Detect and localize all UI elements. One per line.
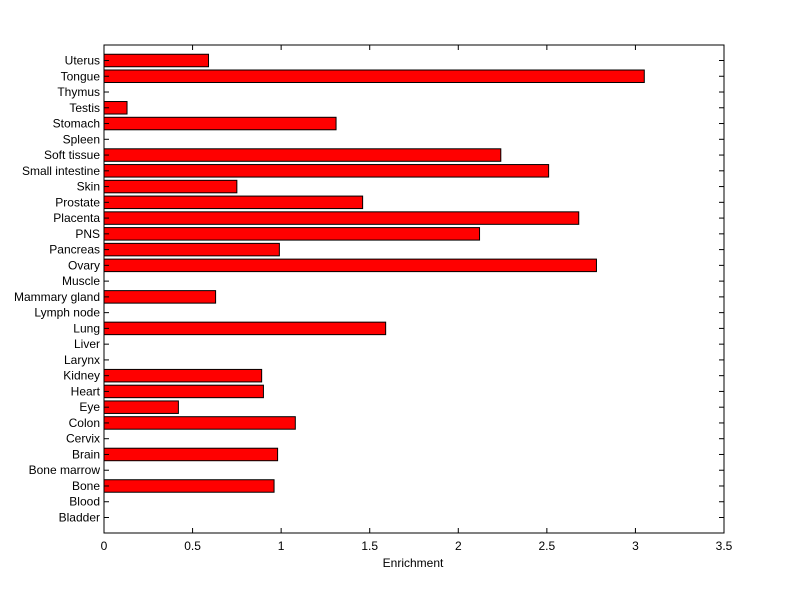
y-tick-label-pns: PNS bbox=[75, 227, 100, 241]
y-tick-label-larynx: Larynx bbox=[64, 353, 100, 367]
x-axis-label: Enrichment bbox=[383, 556, 444, 570]
y-tick-label-blood: Blood bbox=[69, 495, 100, 509]
bar-heart bbox=[103, 384, 264, 399]
y-tick-label-eye: Eye bbox=[79, 400, 100, 414]
bar-small-intestine bbox=[103, 164, 550, 178]
y-tick-label-small-intestine: Small intestine bbox=[22, 164, 100, 178]
bar-soft-tissue bbox=[103, 148, 502, 162]
y-tick-label-lung: Lung bbox=[73, 321, 100, 335]
y-tick-label-placenta: Placenta bbox=[53, 211, 100, 225]
y-tick-label-bone-marrow: Bone marrow bbox=[29, 463, 101, 477]
y-tick-label-tongue: Tongue bbox=[61, 69, 101, 83]
y-tick-label-brain: Brain bbox=[72, 447, 100, 461]
bar-kidney bbox=[103, 368, 263, 383]
y-tick-label-pancreas: Pancreas bbox=[49, 243, 100, 257]
x-tick-label: 0.5 bbox=[184, 539, 201, 553]
bar-colon bbox=[103, 416, 296, 430]
bar-stomach bbox=[103, 116, 337, 131]
bar-bone bbox=[103, 479, 275, 493]
y-tick-label-bladder: Bladder bbox=[59, 511, 100, 525]
x-tick-label: 3.5 bbox=[716, 539, 733, 553]
y-tick-label-kidney: Kidney bbox=[63, 369, 100, 383]
y-tick-label-lymph-node: Lymph node bbox=[34, 306, 100, 320]
bar-pancreas bbox=[103, 242, 280, 257]
y-tick-label-stomach: Stomach bbox=[53, 117, 100, 131]
x-tick-label: 0 bbox=[101, 539, 108, 553]
bar-ovary bbox=[103, 258, 597, 273]
y-tick-label-spleen: Spleen bbox=[63, 132, 100, 146]
bar-tongue bbox=[103, 69, 645, 84]
y-tick-label-colon: Colon bbox=[69, 416, 100, 430]
x-tick-label: 2.5 bbox=[539, 539, 556, 553]
bar-pns bbox=[103, 227, 481, 241]
bar-skin bbox=[103, 179, 238, 194]
x-tick-label: 1.5 bbox=[361, 539, 378, 553]
y-tick-label-soft-tissue: Soft tissue bbox=[44, 148, 100, 162]
y-tick-label-skin: Skin bbox=[77, 180, 100, 194]
bar-brain bbox=[103, 447, 279, 462]
y-tick-label-ovary: Ovary bbox=[68, 258, 100, 272]
bar-lung bbox=[103, 321, 387, 336]
bar-mammary-gland bbox=[103, 290, 217, 304]
plot-frame bbox=[103, 44, 725, 534]
y-tick-label-uterus: Uterus bbox=[65, 54, 100, 68]
y-tick-label-liver: Liver bbox=[74, 337, 100, 351]
y-tick-label-mammary-gland: Mammary gland bbox=[14, 290, 100, 304]
y-tick-label-testis: Testis bbox=[69, 101, 100, 115]
y-tick-label-thymus: Thymus bbox=[57, 85, 100, 99]
y-tick-label-bone: Bone bbox=[72, 479, 100, 493]
bar-prostate bbox=[103, 195, 364, 210]
y-tick-label-heart: Heart bbox=[71, 384, 101, 398]
bar-placenta bbox=[103, 211, 580, 225]
y-tick-label-muscle: Muscle bbox=[62, 274, 100, 288]
y-tick-label-cervix: Cervix bbox=[66, 432, 100, 446]
y-tick-label-prostate: Prostate bbox=[55, 195, 100, 209]
x-tick-label: 2 bbox=[455, 539, 462, 553]
bar-uterus bbox=[103, 53, 210, 68]
x-tick-label: 1 bbox=[278, 539, 285, 553]
bar-eye bbox=[103, 400, 179, 414]
x-tick-label: 3 bbox=[632, 539, 639, 553]
